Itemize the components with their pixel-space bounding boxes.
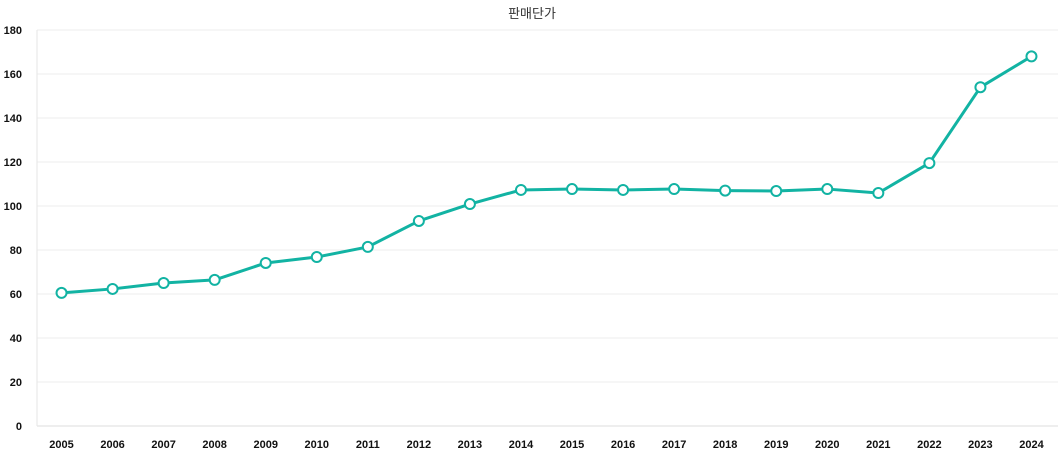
data-point bbox=[514, 183, 527, 196]
data-point bbox=[872, 187, 885, 200]
data-point bbox=[821, 183, 834, 196]
data-point bbox=[208, 273, 221, 286]
data-point bbox=[259, 256, 272, 269]
x-tick-label: 2016 bbox=[611, 439, 635, 451]
data-point bbox=[310, 251, 323, 264]
x-tick-label: 2007 bbox=[151, 439, 175, 451]
y-tick-label: 140 bbox=[4, 113, 22, 125]
data-point bbox=[719, 184, 732, 197]
x-tick-label: 2018 bbox=[713, 439, 737, 451]
y-tick-label: 0 bbox=[16, 421, 22, 433]
x-axis: 2005 2006 2007 2008 2009 2010 2011 2012 2013 2014… bbox=[49, 439, 1044, 451]
data-point bbox=[157, 277, 170, 289]
x-tick-label: 2022 bbox=[917, 439, 941, 451]
x-tick-label: 2014 bbox=[509, 439, 534, 451]
y-axis: 0 20 40 60 80 100 120 140 160 180 bbox=[4, 25, 22, 433]
x-tick-label: 2013 bbox=[458, 439, 482, 451]
x-tick-label: 2019 bbox=[764, 439, 788, 451]
x-tick-label: 2010 bbox=[305, 439, 329, 451]
y-tick-label: 20 bbox=[10, 377, 22, 389]
data-point bbox=[770, 185, 783, 198]
gridlines bbox=[36, 29, 1058, 427]
x-tick-label: 2011 bbox=[356, 439, 380, 451]
data-point bbox=[463, 198, 476, 211]
chart-title: 판매단가 bbox=[508, 7, 556, 22]
y-tick-label: 180 bbox=[4, 25, 22, 37]
data-point bbox=[1025, 50, 1038, 63]
series-line bbox=[61, 55, 1033, 295]
x-tick-label: 2009 bbox=[253, 439, 277, 451]
x-tick-label: 2005 bbox=[49, 439, 73, 451]
x-tick-label: 2006 bbox=[100, 439, 124, 451]
x-tick-label: 2015 bbox=[560, 439, 584, 451]
data-point bbox=[923, 157, 936, 170]
series bbox=[55, 50, 1038, 299]
y-tick-label: 40 bbox=[10, 333, 22, 345]
data-point bbox=[361, 240, 374, 253]
data-point bbox=[668, 183, 681, 196]
x-tick-label: 2023 bbox=[968, 439, 992, 451]
data-point bbox=[106, 282, 119, 295]
data-point bbox=[974, 81, 987, 94]
x-tick-label: 2012 bbox=[407, 439, 431, 451]
y-tick-label: 160 bbox=[4, 69, 22, 81]
y-tick-label: 60 bbox=[10, 289, 22, 301]
data-point bbox=[566, 183, 579, 196]
y-tick-label: 80 bbox=[10, 245, 22, 257]
x-tick-label: 2021 bbox=[866, 439, 890, 451]
y-tick-label: 100 bbox=[4, 201, 22, 213]
data-point bbox=[617, 183, 630, 196]
y-tick-label: 120 bbox=[4, 157, 22, 169]
x-tick-label: 2017 bbox=[662, 439, 686, 451]
x-tick-label: 2024 bbox=[1019, 439, 1044, 451]
x-tick-label: 2008 bbox=[202, 439, 226, 451]
data-point bbox=[55, 286, 68, 299]
x-tick-label: 2020 bbox=[815, 439, 839, 451]
data-point bbox=[412, 214, 425, 227]
